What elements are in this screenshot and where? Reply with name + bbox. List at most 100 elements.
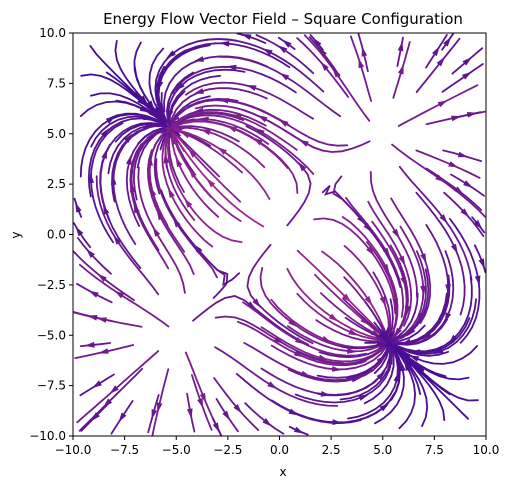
streamline-arrow [448,161,459,168]
y-tick-label: 2.5 [47,177,66,191]
streamline-arrow [252,298,261,308]
streamline-arrow [448,334,458,344]
streamline-arrow [113,235,122,245]
streamline-arrow [278,119,289,127]
streamline-arrow [277,45,288,54]
streamline-arrow [166,50,176,59]
streamline-arrow [397,41,404,52]
streamline [443,191,485,237]
streamline [349,35,372,102]
streamline-arrow [267,381,278,389]
streamline [296,37,350,98]
streamline-arrow [118,412,127,423]
streamline-arrow [414,365,424,374]
streamline-arrow [379,296,386,307]
streamline-arrow [200,129,211,136]
streamline-arrow [398,64,404,75]
streamline-arrow [454,186,464,195]
streamline-arrow [288,318,298,328]
streamline-arrow [358,394,369,401]
streamline-arrow [98,348,109,354]
streamline-arrow [313,37,322,48]
streamline [77,237,112,275]
streamline-arrow [151,409,158,420]
y-tick-label: 0.0 [47,228,66,242]
streamline-arrow [436,56,445,67]
y-axis-ticks: −10.0 −7.5 −5.0 −2.5 0.0 2.5 5.0 7.5 10.0 [29,26,73,443]
x-axis-ticks: −10.0 −7.5 −5.0 −2.5 0.0 2.5 5.0 7.5 10.0 [55,436,499,457]
streamline-arrow [206,178,216,188]
streamline-arrow [246,301,257,310]
streamline [218,56,342,118]
streamline-arrow [88,290,99,298]
streamline-arrow [460,208,470,218]
streamline-arrow [199,392,207,404]
streamline-arrow [351,376,362,383]
streamline-arrow [262,418,272,427]
streamline-arrow [282,39,292,48]
y-tick-label: −2.5 [37,278,66,292]
streamline [415,149,481,179]
streamline [415,37,461,93]
streamline-arrow [262,48,273,56]
x-tick-label: 7.5 [425,443,444,457]
streamline-arrow [437,100,448,108]
streamline [169,119,242,222]
streamline-arrow [100,128,109,138]
streamline-arrow [146,100,155,111]
streamline-arrow [462,57,472,66]
streamline-arrow [457,151,468,158]
streamline-arrow [254,128,265,136]
streamline-arrow [392,228,400,239]
y-tick-label: −7.5 [37,379,66,393]
streamline-arrow [139,95,148,105]
streamline-arrow [175,157,183,168]
streamline [425,167,483,211]
streamline-arrow [84,341,95,348]
x-tick-label: −10.0 [55,443,92,457]
streamline-arrow [167,187,175,198]
streamline [213,377,260,431]
streamline-arrow [193,56,205,62]
streamline-arrow [358,58,365,69]
streamline-arrow [88,173,95,184]
streamline-arrow [400,361,406,372]
streamline-arrow [433,347,444,355]
streamline-arrow [443,36,452,47]
x-tick-label: 2.5 [322,443,341,457]
streamline-arrow [279,72,290,81]
streamline-arrow [320,61,329,71]
streamline [79,263,170,328]
streamline-arrow [152,226,161,237]
streamline [236,33,267,44]
streamline [73,311,143,328]
streamline-arrow [318,47,327,57]
streamline-arrow [75,202,82,213]
streamline-arrow [75,226,84,237]
streamline-arrow [318,354,329,361]
streamline-arrow [422,331,432,340]
streamline-arrow [364,295,373,306]
streamline-arrow [175,82,185,91]
streamline-arrow [420,285,426,296]
streamline-arrow [348,329,359,336]
streamline-arrow [478,258,485,269]
streamline [473,244,486,274]
streamline-arrow [386,354,393,365]
y-tick-label: 10.0 [39,26,66,40]
streamline-arrow [103,204,110,215]
streamline-arrow [332,67,341,78]
streamline-arrow [233,404,242,414]
streamline-arrow [432,46,440,57]
streamline-arrow [376,371,386,380]
streamline-arrow [126,154,132,165]
streamline [255,34,315,75]
x-tick-label: 0.0 [270,443,289,457]
streamline-arrow [294,337,305,345]
streamline-arrow [212,422,220,433]
streamline-arrow [293,426,304,434]
streamline-arrow [366,246,375,256]
streamline-arrow [342,293,352,303]
streamline [308,36,341,77]
